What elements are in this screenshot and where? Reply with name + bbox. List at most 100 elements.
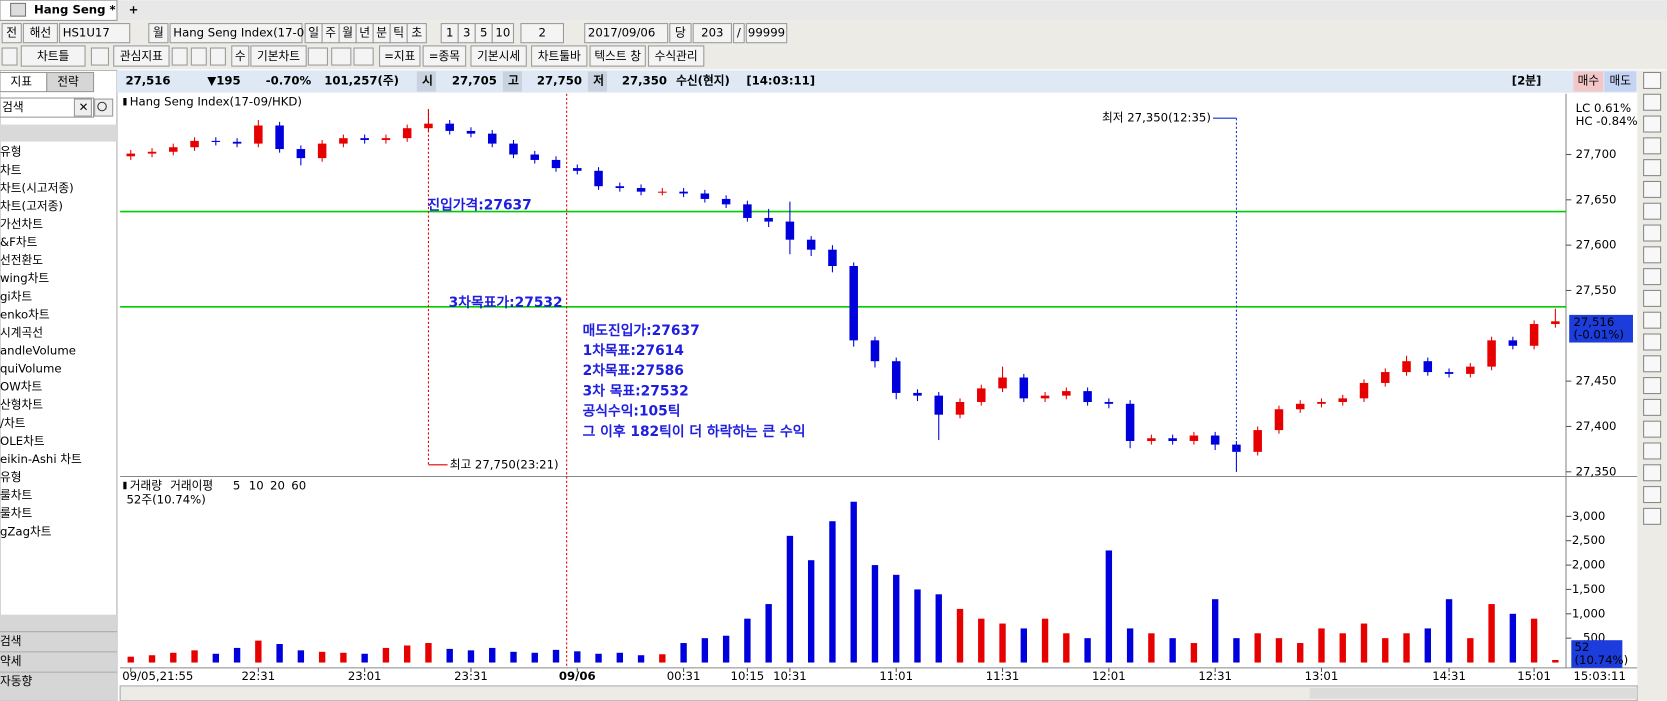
panel-bottom-item[interactable]: 검색 (0, 634, 22, 648)
tab[interactable] (0, 0, 118, 21)
panel-item[interactable]: 차트(고저종) (0, 199, 63, 213)
toolbar-button[interactable] (148, 23, 169, 44)
annotation: 진입가격:27637 (427, 196, 531, 213)
toolbar-icon[interactable] (331, 47, 352, 66)
panel-item[interactable]: &F차트 (0, 235, 38, 249)
y-tick-label: 27,350 (1576, 464, 1617, 478)
tool-icon[interactable] (1643, 464, 1662, 482)
panel-item[interactable]: 차트(시고저종) (0, 181, 74, 195)
toolbar-button[interactable] (491, 23, 515, 44)
panel-item[interactable]: OW차트 (0, 380, 43, 394)
tool-icon[interactable] (1643, 202, 1662, 220)
tool-icon[interactable] (1643, 333, 1662, 351)
toolbar-button[interactable] (1, 23, 22, 44)
panel-item[interactable]: OLE차트 (0, 434, 45, 448)
panel-item[interactable]: 룰차트 (0, 506, 33, 520)
toolbar-button[interactable] (669, 23, 692, 44)
toolbar-button[interactable] (520, 23, 564, 44)
search-button[interactable] (94, 98, 114, 117)
tool-icon[interactable] (1643, 71, 1662, 89)
toolbar-icon[interactable] (1, 47, 18, 66)
sell-button[interactable] (1604, 71, 1637, 92)
panel-item[interactable]: 선전환도 (0, 253, 43, 267)
panel-item[interactable]: 산형차트 (0, 398, 43, 412)
toolbar-button[interactable] (733, 23, 745, 44)
panel-item[interactable]: 유형 (0, 470, 22, 484)
panel-item[interactable]: 차트 (0, 163, 22, 177)
panel-item[interactable]: 유형 (0, 145, 22, 159)
volume-bar (1318, 628, 1325, 663)
tool-icon[interactable] (1643, 159, 1662, 177)
toolbar-icon[interactable] (209, 47, 226, 66)
tool-icon[interactable] (1643, 398, 1662, 416)
volume-bar (999, 623, 1006, 663)
candle-body (509, 143, 518, 155)
buy-button[interactable] (1573, 71, 1604, 92)
panel-bottom-item[interactable]: 약세 (0, 654, 22, 668)
panel-item[interactable]: andleVolume (0, 344, 76, 358)
volume-bar (1488, 604, 1495, 663)
candle-body (934, 395, 944, 415)
tool-icon[interactable] (1643, 311, 1662, 329)
tool-icon[interactable] (1643, 442, 1662, 460)
tool-icon[interactable] (1643, 137, 1662, 155)
panel-item[interactable]: eikin-Ashi 차트 (0, 452, 82, 466)
tool-icon[interactable] (1643, 115, 1662, 133)
toolbar-button[interactable] (745, 23, 788, 44)
toolbar-button[interactable] (231, 45, 250, 67)
new-tab[interactable]: + (129, 2, 139, 16)
tool-icon[interactable] (1643, 224, 1662, 242)
toolbar-icon[interactable] (353, 47, 374, 66)
panel-item[interactable]: 가선차트 (0, 217, 43, 231)
tool-icon[interactable] (1643, 246, 1662, 264)
panel-bottom-item[interactable]: 자동향 (0, 674, 33, 688)
tool-icon[interactable] (1643, 289, 1662, 307)
search-box[interactable] (0, 97, 95, 118)
candle-body (1359, 382, 1369, 399)
panel-item[interactable]: enko차트 (0, 307, 50, 321)
panel-item[interactable]: /차트 (0, 416, 26, 430)
toolbar-button[interactable] (422, 45, 467, 67)
toolbar-button[interactable] (470, 45, 527, 67)
tool-icon[interactable] (1643, 507, 1662, 525)
tool-icon[interactable] (1643, 377, 1662, 395)
tool-icon[interactable] (1643, 268, 1662, 286)
tool-icon[interactable] (1643, 180, 1662, 198)
panel-item[interactable]: 룰차트 (0, 488, 33, 502)
tool-icon[interactable] (1643, 486, 1662, 504)
toolbar-icon[interactable] (190, 47, 207, 66)
panel-item[interactable]: gZag차트 (0, 524, 52, 538)
toolbar-button[interactable] (531, 45, 588, 67)
toolbar-button[interactable] (250, 45, 307, 67)
toolbar-button[interactable] (647, 45, 705, 67)
candle-body (1168, 438, 1177, 441)
panel-tab[interactable] (46, 71, 95, 93)
tool-icon[interactable] (1643, 93, 1662, 111)
toolbar-label: 초 (411, 26, 422, 40)
panel-item[interactable]: 시계곡선 (0, 325, 43, 339)
toolbar-button[interactable] (692, 23, 732, 44)
candle-body (1402, 361, 1411, 373)
sell-label: 매도 (1609, 73, 1631, 87)
toolbar-button[interactable] (59, 23, 131, 44)
toolbar-button[interactable] (113, 45, 170, 67)
toolbar-button[interactable] (379, 45, 421, 67)
toolbar-icon[interactable] (90, 47, 109, 66)
toolbar-icon[interactable] (307, 47, 328, 66)
toolbar-button[interactable] (169, 23, 303, 44)
clear-button[interactable] (73, 98, 92, 117)
tool-icon[interactable] (1643, 420, 1662, 438)
candle-body (1210, 435, 1220, 445)
toolbar-button[interactable] (406, 23, 427, 44)
toolbar-label: HS1U17 (63, 26, 110, 40)
toolbar-button[interactable] (22, 23, 58, 44)
toolbar-button[interactable] (589, 45, 646, 67)
panel-item[interactable]: gi차트 (0, 289, 32, 303)
panel-item[interactable]: wing차트 (0, 271, 49, 285)
toolbar-icon[interactable] (171, 47, 188, 66)
panel-item[interactable]: quiVolume (0, 362, 62, 376)
toolbar-button[interactable] (584, 23, 669, 44)
tool-icon[interactable] (1643, 355, 1662, 373)
toolbar-button[interactable] (20, 45, 86, 67)
y-tick-label: 2,000 (1572, 558, 1605, 572)
